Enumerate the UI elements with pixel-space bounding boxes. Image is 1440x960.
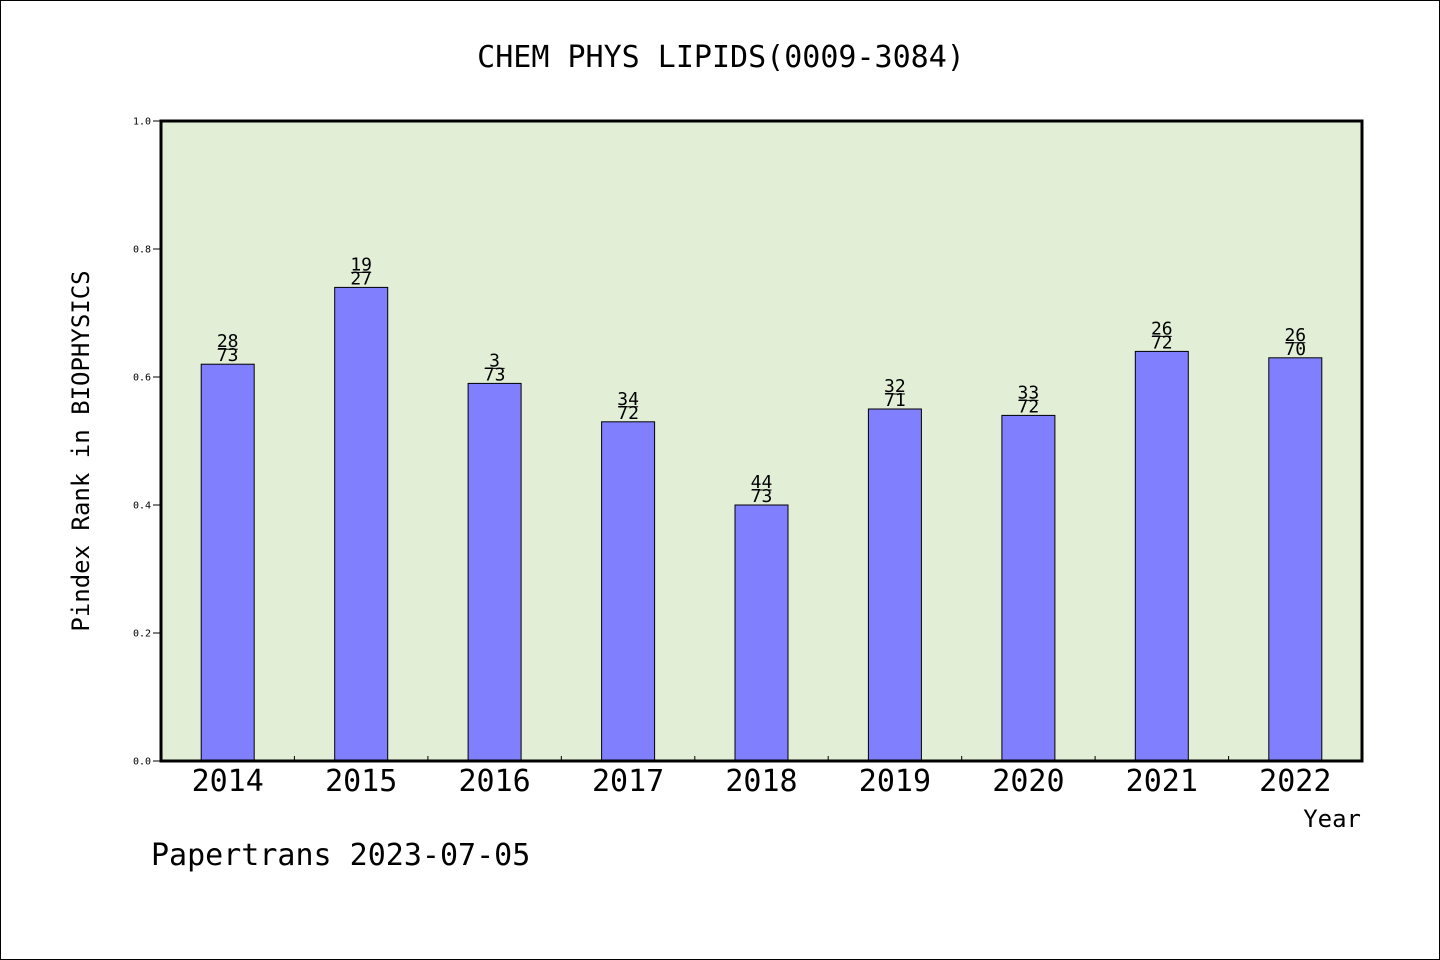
bar-label-total-2016: 73 (484, 364, 506, 385)
bar-2015 (334, 286, 389, 762)
y-tick-label: 0.6 (133, 373, 151, 384)
bar-2017 (601, 421, 656, 762)
bar-label-rank-2014: 28 (217, 331, 239, 352)
bar-label-total-2017: 72 (617, 403, 639, 424)
bar-label-total-2014: 73 (217, 345, 239, 366)
footer-date-stamp: Papertrans 2023-07-05 (151, 838, 530, 873)
x-tick-label-2017: 2017 (592, 764, 664, 799)
bar-2019 (867, 408, 922, 762)
bar-label-rank-2019: 32 (884, 376, 906, 397)
chart-title: CHEM PHYS LIPIDS(0009-3084) (477, 40, 965, 75)
y-tick-label: 0.2 (133, 629, 151, 640)
bar-label-rank-2015: 19 (350, 254, 372, 275)
bar-label-rank-2021: 26 (1151, 318, 1173, 339)
bar-label-total-2018: 73 (751, 486, 773, 507)
bar-label-rank-2020: 33 (1018, 382, 1040, 403)
x-tick-label-2018: 2018 (725, 764, 797, 799)
bar-label-rank-2017: 34 (617, 389, 639, 410)
x-axis: 2014 2015 2016 2017 2018 2019 2020 2021 2022 (192, 756, 1331, 799)
x-tick-label-2022: 2022 (1259, 764, 1331, 799)
bar-2018 (734, 504, 789, 762)
bar-2021 (1134, 350, 1189, 762)
x-tick-label-2019: 2019 (859, 764, 931, 799)
bar-label-total-2020: 72 (1018, 396, 1040, 417)
x-tick-label-2020: 2020 (992, 764, 1064, 799)
bar-label-total-2021: 72 (1151, 332, 1173, 353)
bar-label-rank-2016: 3 (489, 350, 500, 371)
y-axis: 0.0 0.2 0.4 0.6 0.8 1.0 (133, 117, 161, 768)
x-tick-label-2015: 2015 (325, 764, 397, 799)
bar-label-total-2022: 70 (1284, 339, 1306, 360)
bar-2016 (467, 382, 522, 762)
x-axis-label: Year (1303, 805, 1361, 833)
x-tick-label-2021: 2021 (1126, 764, 1198, 799)
plot-frame (159, 119, 1364, 763)
y-tick-label: 0.0 (133, 757, 151, 768)
y-axis-label: Pindex Rank in BIOPHYSICS (67, 270, 95, 631)
bar-2014 (200, 363, 255, 762)
bar-label-total-2019: 71 (884, 390, 906, 411)
y-tick-label: 1.0 (133, 117, 151, 128)
bar-label-total-2015: 27 (350, 268, 372, 289)
bar-2020 (1001, 414, 1056, 762)
bar-2022 (1268, 357, 1323, 762)
y-tick-label: 0.4 (133, 501, 151, 512)
bar-label-rank-2022: 26 (1284, 325, 1306, 346)
x-tick-label-2016: 2016 (458, 764, 530, 799)
bars-layer (200, 286, 1323, 762)
x-tick-label-2014: 2014 (192, 764, 264, 799)
bar-label-rank-2018: 44 (751, 472, 773, 493)
y-tick-label: 0.8 (133, 245, 151, 256)
